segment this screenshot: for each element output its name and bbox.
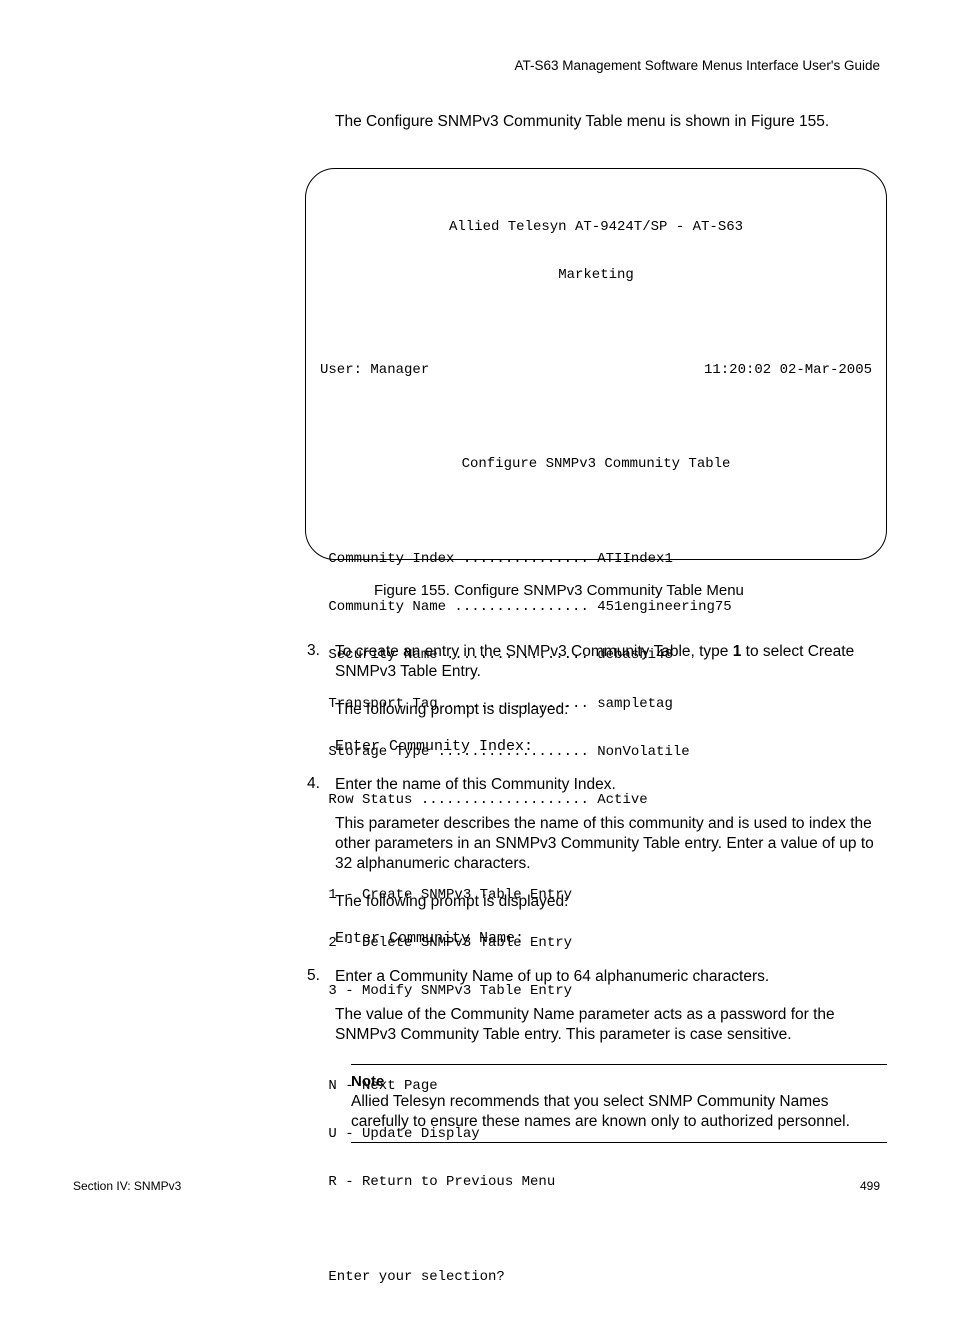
note-box: Note Allied Telesyn recommends that you … [351, 1064, 887, 1143]
field-value: 451engineering75 [597, 599, 731, 615]
step-para: The value of the Community Name paramete… [335, 1005, 887, 1045]
terminal-title-1: Allied Telesyn AT-9424T/SP - AT-S63 [320, 219, 872, 235]
step-para: Enter a Community Name of up to 64 alpha… [335, 967, 887, 987]
terminal-field: Community Name ................ 451engin… [320, 599, 872, 615]
step-3: 3. To create an entry in the SNMPv3 Comm… [307, 642, 887, 773]
terminal-window: Allied Telesyn AT-9424T/SP - AT-S63 Mark… [305, 168, 887, 560]
step-para: The following prompt is displayed: [335, 892, 887, 912]
step-number: 4. [307, 775, 335, 965]
step-number: 5. [307, 967, 335, 1143]
terminal-title-2: Marketing [320, 267, 872, 283]
field-label: Community Name ................ [320, 599, 597, 615]
terminal-prompt: Enter your selection? [320, 1269, 872, 1285]
terminal-timestamp: 11:20:02 02-Mar-2005 [704, 362, 872, 378]
figure-caption: Figure 155. Configure SNMPv3 Community T… [374, 582, 884, 599]
field-value: ATIIndex1 [597, 551, 673, 567]
terminal-menu-title: Configure SNMPv3 Community Table [320, 456, 872, 472]
step-5: 5. Enter a Community Name of up to 64 al… [307, 967, 887, 1143]
step-para: Enter the name of this Community Index. [335, 775, 887, 795]
code-line: Enter Community Index: [335, 738, 887, 755]
terminal-nav: R - Return to Previous Menu [320, 1174, 872, 1190]
note-title: Note [351, 1073, 887, 1090]
step-number: 3. [307, 642, 335, 773]
step-para: This parameter describes the name of thi… [335, 814, 887, 874]
step-4: 4. Enter the name of this Community Inde… [307, 775, 887, 965]
footer-page-number: 499 [860, 1179, 880, 1193]
text-run: To create an entry in the SNMPv3 Communi… [335, 643, 733, 660]
terminal-user-row: User: Manager 11:20:02 02-Mar-2005 [320, 362, 872, 378]
steps-list: 3. To create an entry in the SNMPv3 Comm… [307, 640, 887, 1143]
note-body: Allied Telesyn recommends that you selec… [351, 1092, 887, 1132]
footer-section: Section IV: SNMPv3 [73, 1179, 181, 1193]
field-label: Community Index ............... [320, 551, 597, 567]
code-line: Enter Community Name: [335, 930, 887, 947]
step-para: To create an entry in the SNMPv3 Communi… [335, 642, 887, 682]
terminal-user: User: Manager [320, 362, 429, 378]
page-header: AT-S63 Management Software Menus Interfa… [514, 58, 880, 73]
page-container: { "header": { "text": "AT-S63 Management… [0, 0, 954, 1235]
intro-paragraph: The Configure SNMPv3 Community Table men… [335, 112, 885, 132]
step-para: The following prompt is displayed: [335, 700, 887, 720]
terminal-field: Community Index ............... ATIIndex… [320, 551, 872, 567]
